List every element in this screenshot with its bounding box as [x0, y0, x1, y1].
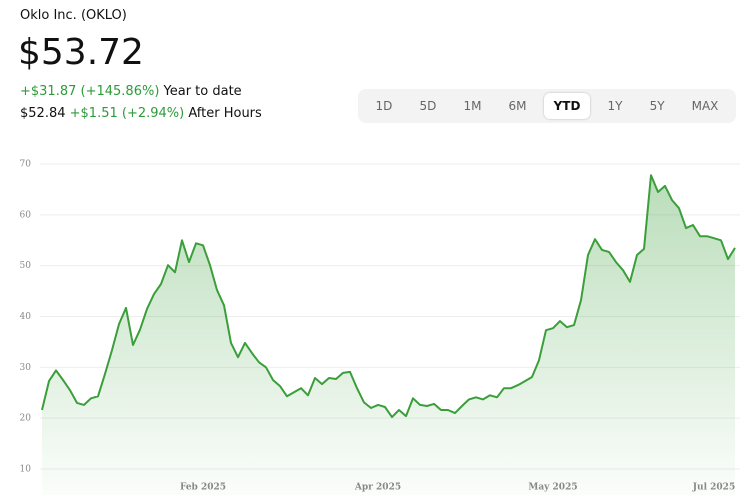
range-button[interactable]: 5Y	[649, 99, 665, 113]
y-tick-label: 60	[20, 210, 32, 220]
ytd-change: +$31.87 (+145.86%)	[20, 84, 160, 99]
ytd-label: Year to date	[163, 84, 242, 99]
range-button[interactable]: MAX	[691, 99, 719, 113]
ytd-change-row: +$31.87 (+145.86%) Year to date	[20, 84, 242, 99]
range-button[interactable]: 1D	[375, 99, 393, 113]
y-tick-label: 10	[20, 465, 32, 475]
after-label: After Hours	[188, 106, 262, 121]
y-tick-label: 30	[20, 363, 32, 373]
area	[42, 175, 735, 495]
y-tick-label: 40	[20, 312, 32, 322]
range-button[interactable]: 6M	[508, 99, 527, 113]
price: $53.72	[18, 32, 144, 73]
range-button[interactable]: 5D	[419, 99, 437, 113]
y-tick-label: 20	[20, 414, 32, 424]
after-price: $52.84	[20, 106, 66, 121]
range-button[interactable]: YTD	[543, 93, 591, 119]
y-tick-label: 50	[20, 261, 32, 271]
y-tick-label: 70	[20, 160, 32, 170]
after-hours-row: $52.84 +$1.51 (+2.94%) After Hours	[20, 106, 262, 121]
range-button[interactable]: 1M	[463, 99, 482, 113]
after-change: +$1.51 (+2.94%)	[69, 106, 185, 121]
stock-name: Oklo Inc. (OKLO)	[20, 8, 127, 23]
range-button[interactable]: 1Y	[607, 99, 623, 113]
range-selector: 1D 5D 1M 6M YTD 1Y 5Y MAX	[358, 89, 736, 123]
price-line	[41, 174, 736, 419]
